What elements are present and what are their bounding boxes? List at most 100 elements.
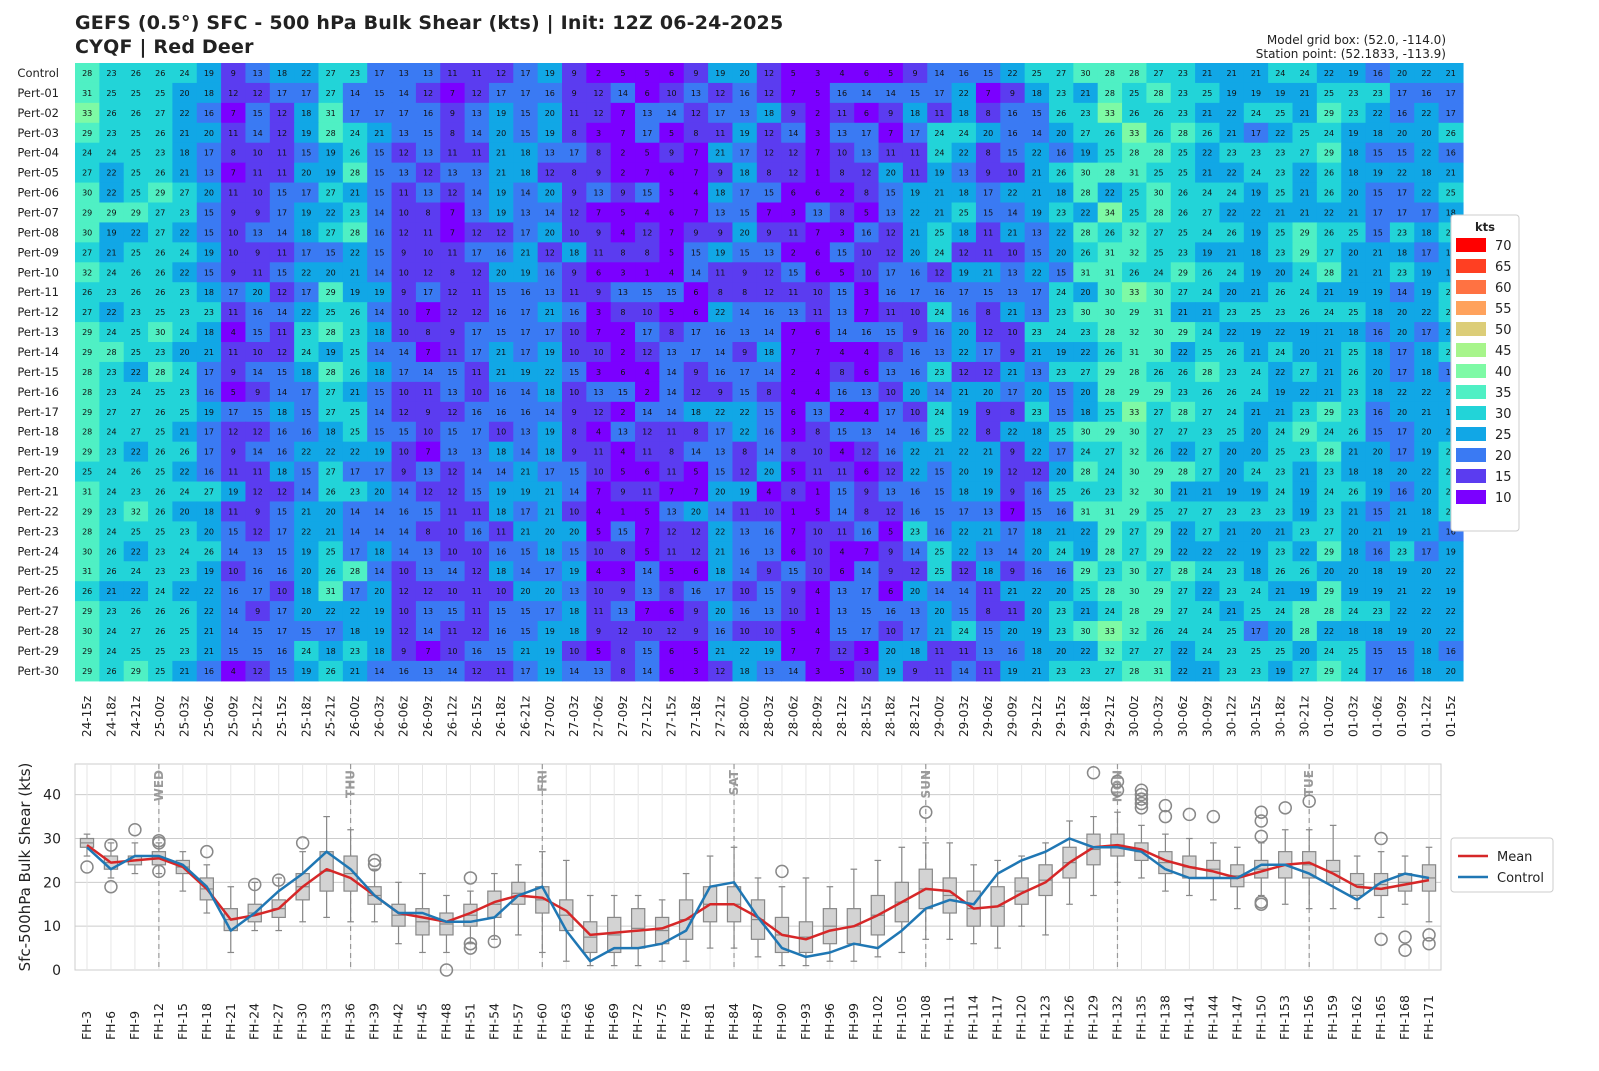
cell-value: 27 [1080, 368, 1090, 377]
cell-value: 16 [861, 228, 871, 237]
heatmap-cell [148, 63, 173, 84]
cell-value: 11 [983, 228, 993, 237]
cell-value: 18 [569, 627, 579, 636]
heatmap-cell [245, 102, 271, 124]
cell-value: 24 [934, 129, 944, 138]
cell-value: 21 [1202, 667, 1212, 676]
heatmap-cell [1365, 162, 1391, 184]
cell-value: 12 [934, 268, 944, 277]
cell-value: 15 [642, 189, 652, 198]
cell-value: 25 [155, 647, 165, 656]
cell-value: 24 [1202, 228, 1212, 237]
heatmap-cell [1292, 202, 1318, 224]
cell-value: 24 [106, 328, 116, 337]
cell-value: 15 [740, 248, 750, 257]
cell-value: 19 [1446, 547, 1456, 556]
cell-value: 7 [596, 328, 601, 337]
cell-value: 24 [1202, 328, 1212, 337]
cell-value: 19 [545, 129, 555, 138]
col-label: 29-18z [1079, 696, 1093, 737]
cell-value: 24 [301, 348, 311, 357]
cell-value: 29 [1300, 228, 1310, 237]
heatmap-cell [1024, 82, 1050, 104]
cell-value: 10 [764, 507, 774, 516]
heatmap-cell [683, 142, 709, 164]
cell-value: 18 [910, 109, 920, 118]
cell-value: 19 [204, 567, 214, 576]
cell-value: 29 [82, 408, 92, 417]
cell-value: 24 [934, 308, 944, 317]
cell-value: 19 [520, 487, 530, 496]
heatmap-cell [1292, 102, 1318, 124]
heatmap-cell [1414, 222, 1440, 243]
cell-value: 8 [572, 129, 577, 138]
heatmap-cell [1122, 122, 1147, 144]
cell-value: 13 [618, 288, 628, 297]
cell-value: 26 [155, 448, 165, 457]
cell-value: 14 [374, 268, 384, 277]
cell-value: 24 [1202, 607, 1212, 616]
heatmap-cell [732, 182, 758, 204]
cell-value: 26 [106, 567, 116, 576]
heatmap-cell [927, 162, 953, 184]
cell-value: 14 [374, 408, 384, 417]
x-tick-label: FH-3 [79, 1011, 94, 1040]
cell-value: 20 [1348, 248, 1358, 257]
cell-value: 15 [326, 248, 336, 257]
cell-value: 17 [1056, 448, 1066, 457]
cell-value: 28 [1300, 607, 1310, 616]
cell-value: 9 [766, 567, 771, 576]
cell-value: 8 [766, 388, 771, 397]
cell-value: 17 [545, 328, 555, 337]
cell-value: 4 [596, 507, 601, 516]
cell-value: 13 [837, 587, 847, 596]
cell-value: 3 [815, 667, 820, 676]
legend-swatch [1456, 406, 1486, 420]
cell-value: 17 [861, 627, 871, 636]
heatmap-cell [1414, 162, 1440, 184]
cell-value: 25 [934, 547, 944, 556]
cell-value: 33 [1105, 627, 1115, 636]
cell-value: 26 [106, 667, 116, 676]
cell-value: 15 [228, 647, 238, 656]
cell-value: 21 [1324, 388, 1334, 397]
heatmap-cell [269, 122, 295, 144]
cell-value: 18 [569, 607, 579, 616]
heatmap-cell [805, 162, 831, 184]
col-label: 26-12z [445, 696, 459, 737]
cell-value: 6 [864, 468, 869, 477]
heatmap-cell [927, 102, 953, 124]
cell-value: 20 [253, 288, 263, 297]
cell-value: 13 [447, 169, 457, 178]
cell-value: 21 [1032, 667, 1042, 676]
cell-value: 16 [301, 428, 311, 437]
cell-value: 11 [569, 109, 579, 118]
cell-value: 23 [350, 487, 360, 496]
cell-value: 19 [545, 69, 555, 78]
cell-value: 25 [934, 428, 944, 437]
cell-value: 20 [959, 468, 969, 477]
cell-value: 21 [106, 587, 116, 596]
cell-value: 25 [131, 348, 141, 357]
heatmap-cell [488, 242, 514, 263]
cell-value: 31 [1080, 507, 1090, 516]
cell-value: 15 [1056, 268, 1066, 277]
cell-value: 17 [253, 587, 263, 596]
cell-value: 12 [472, 667, 482, 676]
cell-value: 27 [326, 408, 336, 417]
cell-value: 17 [910, 129, 920, 138]
cell-value: 16 [910, 348, 920, 357]
heatmap-cell [1292, 142, 1318, 164]
cell-value: 27 [1056, 69, 1066, 78]
cell-value: 22 [301, 69, 311, 78]
cell-value: 15 [1056, 408, 1066, 417]
cell-value: 14 [374, 348, 384, 357]
col-label: 30-09z [1200, 696, 1214, 737]
cell-value: 15 [691, 248, 701, 257]
cell-value: 11 [447, 627, 457, 636]
heatmap-cell [1195, 202, 1221, 224]
heatmap-cell [975, 102, 1001, 124]
heatmap-cell [1243, 122, 1269, 144]
x-tick-label: FH-153 [1277, 995, 1292, 1040]
cell-value: 9 [255, 507, 260, 516]
